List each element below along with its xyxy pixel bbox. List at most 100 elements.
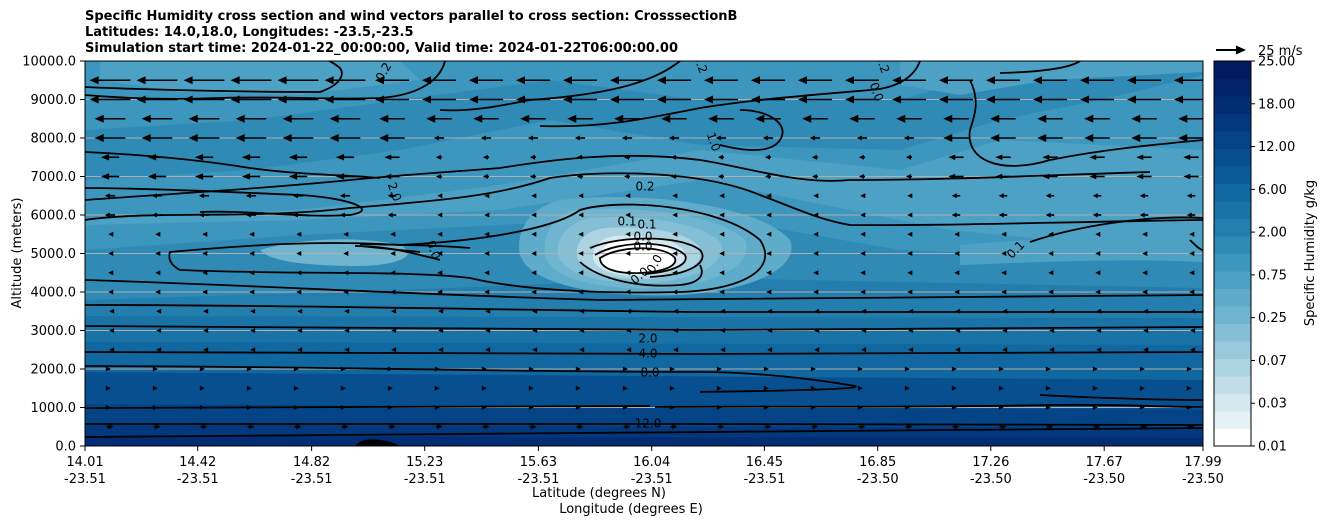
- wind-vector: [94, 134, 126, 142]
- wind-vector: [813, 212, 819, 218]
- wind-vector: [153, 424, 161, 430]
- wind-vector: [998, 212, 1008, 218]
- wind-vector: [625, 289, 631, 295]
- wind-vector: [387, 405, 393, 410]
- wind-vector: [1143, 308, 1149, 314]
- wind-vector: [484, 212, 490, 218]
- wind-vector: [379, 134, 405, 142]
- wind-vector: [578, 251, 584, 256]
- wind-vector: [763, 366, 769, 372]
- wind-vector: [567, 114, 593, 123]
- wind-vector: [485, 347, 491, 353]
- contour-line: [589, 237, 704, 278]
- wind-vector: [892, 76, 926, 85]
- wind-vector: [435, 174, 443, 179]
- wind-vector: [532, 328, 538, 333]
- colorbar-swatch: [1214, 393, 1251, 412]
- wind-vector: [766, 212, 772, 218]
- wind-vector: [720, 347, 726, 353]
- wind-vector: [715, 135, 727, 141]
- contour-label: 0.0: [867, 80, 887, 103]
- wind-vector: [344, 328, 350, 333]
- wind-vector: [249, 270, 255, 276]
- wind-vector: [155, 231, 161, 237]
- wind-vector: [563, 95, 597, 104]
- wind-vector: [670, 424, 678, 430]
- wind-vector: [860, 251, 866, 256]
- wind-vector: [438, 328, 444, 333]
- wind-vector: [621, 135, 633, 141]
- wind-vector: [856, 135, 868, 141]
- wind-vector: [810, 385, 816, 391]
- wind-vector: [623, 154, 631, 160]
- wind-vector: [948, 154, 964, 161]
- wind-vector: [708, 114, 734, 123]
- wind-vector: [387, 212, 397, 218]
- wind-vector: [719, 231, 725, 237]
- wind-vector: [719, 251, 725, 256]
- contour-line: [85, 187, 363, 217]
- x-tick-label-lat: 16.04: [633, 455, 670, 470]
- wind-vector: [857, 366, 863, 372]
- colorbar-swatch: [1214, 218, 1251, 237]
- wind-vector: [1186, 385, 1192, 391]
- wind-vector: [343, 231, 349, 237]
- wind-vector: [1131, 134, 1157, 142]
- wind-vector: [235, 134, 267, 142]
- wind-vector: [861, 328, 867, 333]
- wind-vector: [986, 95, 1020, 104]
- wind-vector: [390, 231, 396, 237]
- wind-vector: [811, 154, 819, 160]
- wind-vector: [1174, 76, 1203, 85]
- title-line-1: Specific Humidity cross section and wind…: [85, 9, 738, 24]
- wind-vector: [575, 405, 581, 410]
- wind-vector: [156, 308, 162, 314]
- wind-vector: [296, 270, 302, 276]
- wind-vector: [766, 231, 772, 237]
- contour-line: [968, 79, 1203, 167]
- wind-vector: [954, 270, 960, 276]
- wind-vector: [1189, 231, 1195, 237]
- wind-vector: [344, 347, 350, 353]
- colorbar-tick-label: 0.25: [1258, 311, 1287, 326]
- wind-vector: [1095, 270, 1101, 276]
- wind-vector: [720, 308, 726, 314]
- wind-vector: [528, 385, 534, 391]
- wind-vector: [766, 270, 772, 276]
- wind-vector: [1001, 289, 1007, 295]
- wind-vector: [907, 251, 913, 256]
- wind-vector: [719, 289, 725, 295]
- wind-vector: [939, 76, 973, 85]
- wind-vector: [955, 347, 961, 353]
- wind-vector: [798, 76, 832, 85]
- contour-line: [1029, 216, 1203, 243]
- colorbar-label: Specific Humidity g/kg: [1303, 180, 1318, 326]
- wind-vector: [998, 405, 1004, 410]
- colorbar-swatch: [1214, 148, 1251, 167]
- wind-vector: [293, 385, 299, 391]
- wind-vector: [335, 173, 355, 180]
- x-tick-label-lat: 14.42: [179, 455, 216, 470]
- contour-line: [85, 154, 1151, 201]
- wind-vector: [340, 385, 346, 391]
- wind-vector: [998, 366, 1004, 372]
- wind-vector: [531, 212, 537, 218]
- wind-vector: [390, 270, 396, 276]
- wind-vector: [437, 231, 443, 237]
- wind-vector: [764, 154, 772, 160]
- wind-vector: [986, 76, 1020, 85]
- wind-vector: [293, 405, 299, 410]
- wind-vector: [531, 270, 537, 276]
- wind-vector: [762, 135, 774, 141]
- x-tick-label-lon: -23.51: [177, 472, 219, 487]
- y-axis: 0.0 1000.0 2000.0 3000.0 4000.0 5000.0 6000.0 7…: [22, 55, 85, 455]
- wind-vector: [990, 134, 1016, 142]
- contour-line: [85, 427, 1203, 438]
- wind-vector: [485, 308, 491, 314]
- wind-vector: [390, 289, 396, 295]
- wind-vector: [1136, 173, 1152, 180]
- contour-label: 8.0: [640, 366, 659, 380]
- wind-vectors: [89, 76, 1203, 430]
- wind-vector: [672, 270, 678, 276]
- wind-vector: [435, 424, 443, 430]
